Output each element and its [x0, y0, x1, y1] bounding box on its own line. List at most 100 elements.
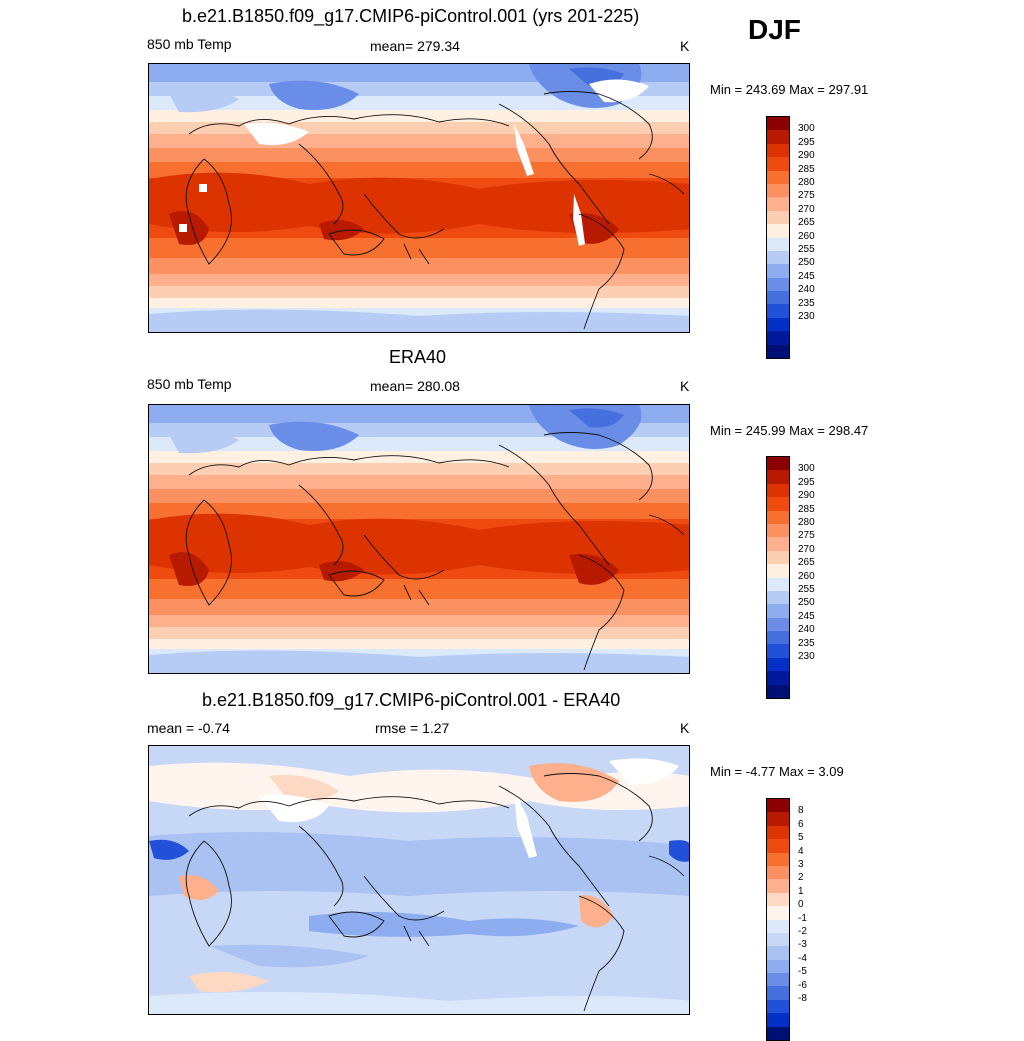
colorbar-swatch [767, 537, 789, 551]
colorbar-level-label: 295 [798, 136, 815, 148]
colorbar-level-label: 300 [798, 123, 815, 135]
contour-region [149, 309, 689, 332]
colorbar-swatch [767, 631, 789, 645]
contour-region [589, 79, 649, 103]
contour-band [149, 110, 689, 122]
colorbar-swatch [767, 617, 789, 632]
colorbar-swatch [767, 959, 789, 974]
panel-1-title: b.e21.B1850.f09_g17.CMIP6-piControl.001 … [182, 6, 640, 26]
contour-region [569, 408, 624, 428]
colorbar-level-label: 240 [798, 284, 815, 296]
coastline [328, 570, 385, 597]
coastline [498, 444, 610, 566]
contour-region [169, 431, 239, 454]
colorbar-swatch [767, 932, 789, 947]
colorbar-swatch [767, 237, 789, 251]
contour-band [149, 258, 689, 274]
colorbar-swatch [767, 577, 789, 591]
contour-band [149, 475, 689, 489]
panel-2-contour-plot [149, 405, 689, 673]
colorbar-swatch [767, 657, 789, 672]
colorbar-swatch [767, 210, 789, 225]
colorbar-swatch [767, 183, 789, 198]
coastline [188, 114, 510, 135]
colorbar-level-label: 3 [798, 859, 804, 870]
contour-region [669, 840, 689, 862]
colorbar-swatch [767, 604, 789, 618]
coastline [328, 911, 385, 938]
contour-band [149, 148, 689, 162]
contour-region [149, 650, 689, 673]
colorbar-swatch [767, 331, 789, 345]
coastline [298, 143, 344, 225]
panel-1-minmax: Min = 243.69 Max = 297.91 [710, 82, 869, 97]
panel-3-units: K [680, 720, 690, 736]
contour-band [149, 298, 689, 308]
coastline [298, 484, 344, 566]
colorbar-level-label: -4 [798, 952, 807, 964]
colorbar-level-label: 2 [798, 872, 804, 884]
colorbar-swatch [767, 304, 789, 318]
contour-region [149, 839, 189, 860]
colorbar-level-label: 290 [798, 490, 815, 502]
colorbar-swatch [767, 197, 789, 211]
panel-2-colorbar [766, 456, 790, 700]
colorbar-swatch [767, 865, 789, 880]
contour-band [149, 286, 689, 298]
colorbar-swatch [767, 510, 789, 524]
colorbar-swatch [767, 117, 789, 131]
colorbar-swatch [767, 170, 789, 184]
contour-band [149, 489, 689, 503]
colorbar-level-label: 290 [798, 150, 815, 162]
panel-2-minmax: Min = 245.99 Max = 298.47 [710, 423, 869, 438]
contour-region [269, 80, 359, 110]
contour-band [149, 122, 689, 134]
colorbar-level-label: 8 [798, 805, 804, 817]
coastline [578, 554, 625, 671]
contour-region [179, 224, 187, 232]
coastline [298, 825, 344, 907]
colorbar-swatch [767, 564, 789, 578]
contour-band [149, 627, 689, 639]
colorbar-level-label: 270 [798, 543, 815, 555]
colorbar-level-label: 5 [798, 832, 804, 844]
colorbar-swatch [767, 644, 789, 658]
colorbar-level-label: 240 [798, 624, 815, 636]
colorbar-level-label: -6 [798, 979, 807, 991]
colorbar-level-label: 270 [798, 203, 815, 215]
colorbar-swatch [767, 277, 789, 292]
colorbar-swatch [767, 130, 789, 144]
colorbar-swatch [767, 224, 789, 238]
colorbar-level-label: 260 [798, 230, 815, 242]
colorbar-swatch [767, 344, 789, 359]
colorbar-level-label: 230 [798, 651, 815, 662]
coastline [363, 193, 445, 239]
colorbar-swatch [767, 523, 789, 538]
coastline [403, 584, 430, 606]
contour-band [149, 503, 689, 519]
colorbar-swatch [767, 879, 789, 893]
coastline [498, 103, 610, 225]
coastline [328, 229, 385, 256]
coastline [185, 840, 232, 947]
panel-2-map [148, 404, 690, 674]
coastline [648, 855, 685, 877]
contour-band [149, 615, 689, 627]
contour-region [169, 211, 209, 245]
colorbar-swatch [767, 590, 789, 605]
contour-band [149, 162, 689, 178]
colorbar-swatch [767, 550, 789, 565]
colorbar-level-label: 6 [798, 818, 804, 830]
panel-3-rmse-label: rmse = 1.27 [375, 720, 450, 736]
panel-1-mean-label: mean= 279.34 [370, 38, 460, 54]
colorbar-level-label: -5 [798, 966, 807, 978]
colorbar-swatch [767, 671, 789, 685]
colorbar-swatch [767, 684, 789, 699]
colorbar-level-label: 235 [798, 637, 815, 649]
colorbar-swatch [767, 317, 789, 332]
panel-2-mean-label: mean= 280.08 [370, 378, 460, 394]
colorbar-level-label: 285 [798, 503, 815, 515]
contour-band [149, 451, 689, 463]
colorbar-swatch [767, 946, 789, 960]
contour-region [149, 513, 689, 575]
